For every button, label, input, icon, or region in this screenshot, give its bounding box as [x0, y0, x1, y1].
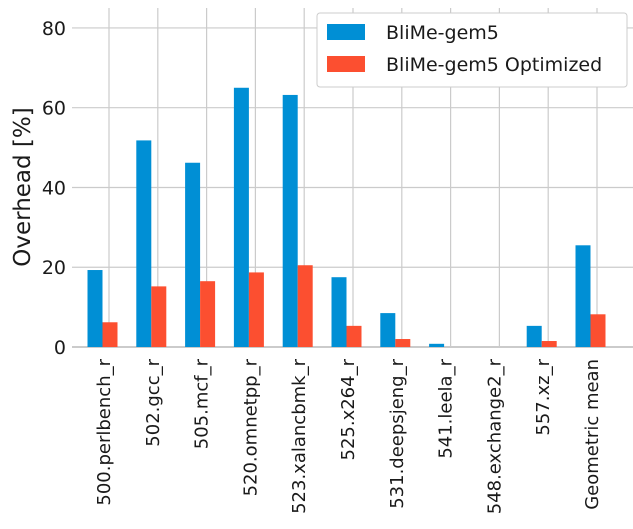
x-tick-label: 531.deepsjeng_r	[387, 358, 408, 508]
bar-blime-gem5	[185, 162, 201, 347]
legend-label: BliMe-gem5 Optimized	[386, 54, 602, 76]
bar-blime-gem5	[429, 343, 445, 347]
x-tick-label: 505.mcf_r	[192, 358, 213, 449]
x-tick-label: 541.leela_r	[436, 358, 457, 458]
y-tick-label: 80	[42, 18, 66, 40]
legend-swatch	[327, 56, 365, 72]
legend-box	[316, 12, 628, 88]
y-tick-label: 20	[42, 257, 66, 279]
bar-blime-gem5	[136, 140, 152, 347]
bar-blime-gem5-optimized	[346, 325, 362, 347]
y-tick-label: 0	[54, 337, 66, 359]
bar-blime-gem5-optimized	[102, 322, 118, 347]
x-tick-labels: 500.perlbench_r 502.gcc_r 505.mcf_r 520.omn…	[94, 358, 603, 514]
bar-blime-gem5	[282, 94, 298, 347]
bar-blime-gem5-optimized	[248, 272, 264, 347]
y-axis-label: Overhead [%]	[10, 107, 36, 266]
bar-blime-gem5-optimized	[541, 341, 557, 347]
legend-swatch	[327, 24, 365, 40]
y-tick-label: 60	[42, 98, 66, 120]
legend-label: BliMe-gem5	[386, 22, 499, 44]
bar-blime-gem5	[87, 270, 103, 347]
y-tick-labels: 0 20 40 60 80	[42, 18, 66, 359]
x-tick-label: 525.x264_r	[338, 358, 359, 460]
bar-blime-gem5	[575, 245, 591, 347]
x-tick-label: 500.perlbench_r	[94, 358, 115, 505]
x-tick-label: 548.exchange2_r	[484, 358, 505, 514]
x-tick-label: 520.omnetpp_r	[240, 358, 261, 496]
bar-blime-gem5	[233, 87, 249, 347]
x-tick-label: 523.xalancbmk_r	[289, 358, 310, 513]
bars	[87, 87, 606, 347]
x-tick-label: Geometric mean	[582, 359, 603, 510]
bar-blime-gem5	[526, 325, 542, 347]
bar-blime-gem5-optimized	[297, 265, 313, 347]
y-tick-label: 40	[42, 177, 66, 199]
legend: BliMe-gem5 BliMe-gem5 Optimized	[316, 12, 628, 88]
bar-blime-gem5	[380, 313, 396, 347]
bar-blime-gem5	[331, 277, 347, 347]
bar-blime-gem5-optimized	[151, 286, 167, 347]
bar-blime-gem5-optimized	[590, 314, 606, 347]
x-tick-label: 502.gcc_r	[143, 358, 164, 446]
bar-blime-gem5-optimized	[200, 281, 216, 347]
bar-blime-gem5-optimized	[395, 339, 411, 347]
x-tick-label: 557.xz_r	[533, 358, 554, 435]
